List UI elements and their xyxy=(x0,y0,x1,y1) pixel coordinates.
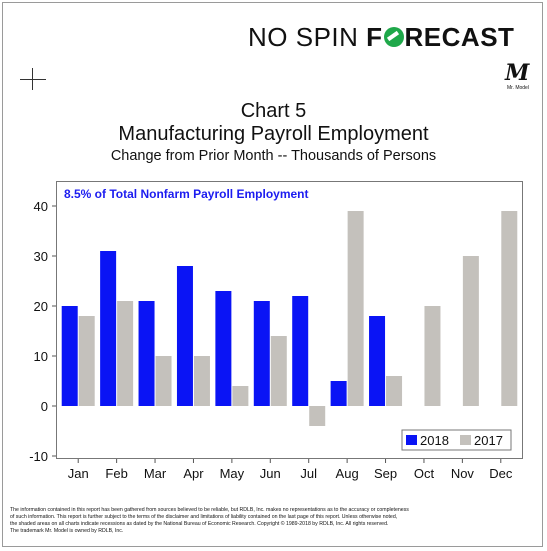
y-tick-label: 0 xyxy=(41,399,48,414)
legend-box xyxy=(401,429,512,451)
legend-label-2018: 2018 xyxy=(420,433,449,448)
mr-model-caption: Mr. Model xyxy=(507,85,529,91)
chart-title: Chart 5 xyxy=(240,100,307,122)
x-tick-label: Mar xyxy=(144,466,167,481)
bar-2018-Aug xyxy=(330,381,347,406)
bar-2018-May xyxy=(215,291,232,406)
x-tick-label: Dec xyxy=(489,466,513,481)
y-tick-label: 30 xyxy=(34,249,48,264)
bar-2017-Apr xyxy=(193,356,210,406)
x-tick-label: May xyxy=(220,466,245,481)
y-tick-label: -10 xyxy=(29,449,48,464)
bar-2017-Jul xyxy=(309,406,326,426)
y-tick-label: 20 xyxy=(34,299,48,314)
bar-2018-Jun xyxy=(253,301,270,406)
brand-f: F xyxy=(366,22,383,52)
disclaimer-line-4: The trademark Mr. Model is owned by RDLB… xyxy=(10,528,124,534)
mr-model-mark: M xyxy=(505,60,530,86)
x-tick-label: Feb xyxy=(105,466,127,481)
bar-2017-Dec xyxy=(501,211,518,406)
mr-model-logo: M Mr. Model xyxy=(505,62,533,92)
x-tick-label: Oct xyxy=(414,466,435,481)
y-tick-label: 40 xyxy=(34,199,48,214)
brand-logo: NO SPIN F RECAST xyxy=(248,22,514,53)
legend-swatch-2018 xyxy=(406,435,417,445)
x-tick-label: Sep xyxy=(374,466,397,481)
bar-2018-Feb xyxy=(100,251,117,406)
bar-2017-Jan xyxy=(78,316,95,406)
y-tick-label: 10 xyxy=(34,349,48,364)
chart-subtitle: Manufacturing Payroll Employment xyxy=(118,123,429,145)
rdlb-logo xyxy=(20,68,46,90)
x-tick-label: Jun xyxy=(260,466,281,481)
disclaimer-line-2: of such information. This report is furt… xyxy=(10,514,398,520)
disclaimer: The information contained in this report… xyxy=(10,507,538,535)
disclaimer-line-1: The information contained in this report… xyxy=(10,507,409,513)
bar-2018-Jul xyxy=(292,296,309,406)
bar-2017-Feb xyxy=(117,301,134,406)
x-tick-label: Apr xyxy=(183,466,204,481)
chart-annotation: 8.5% of Total Nonfarm Payroll Employment xyxy=(64,187,309,201)
bar-2018-Apr xyxy=(176,266,193,406)
bar-2017-Jun xyxy=(270,336,287,406)
plot-area xyxy=(56,181,523,459)
legend-swatch-2017 xyxy=(460,435,471,445)
x-tick-label: Aug xyxy=(336,466,359,481)
bar-2017-Oct xyxy=(424,306,441,406)
bar-2018-Sep xyxy=(369,316,386,406)
disclaimer-line-3: the shaded areas on all charts indicate … xyxy=(10,521,389,527)
bar-2017-Sep xyxy=(386,376,403,406)
brand-recast: RECAST xyxy=(404,22,515,52)
bar-2017-Aug xyxy=(347,211,364,406)
bar-2017-Mar xyxy=(155,356,172,406)
chart-frame xyxy=(2,2,543,547)
forecast-o-icon xyxy=(383,27,404,47)
chart-subtitle2: Change from Prior Month -- Thousands of … xyxy=(110,148,437,164)
brand-nospin: NO SPIN xyxy=(248,22,367,52)
bar-2018-Jan xyxy=(61,306,78,406)
bar-2017-May xyxy=(232,386,249,406)
x-tick-label: Nov xyxy=(451,466,475,481)
bar-2017-Nov xyxy=(462,256,479,406)
x-tick-label: Jan xyxy=(68,466,89,481)
legend-label-2017: 2017 xyxy=(474,433,503,448)
x-tick-label: Jul xyxy=(300,466,317,481)
bar-2018-Mar xyxy=(138,301,155,406)
